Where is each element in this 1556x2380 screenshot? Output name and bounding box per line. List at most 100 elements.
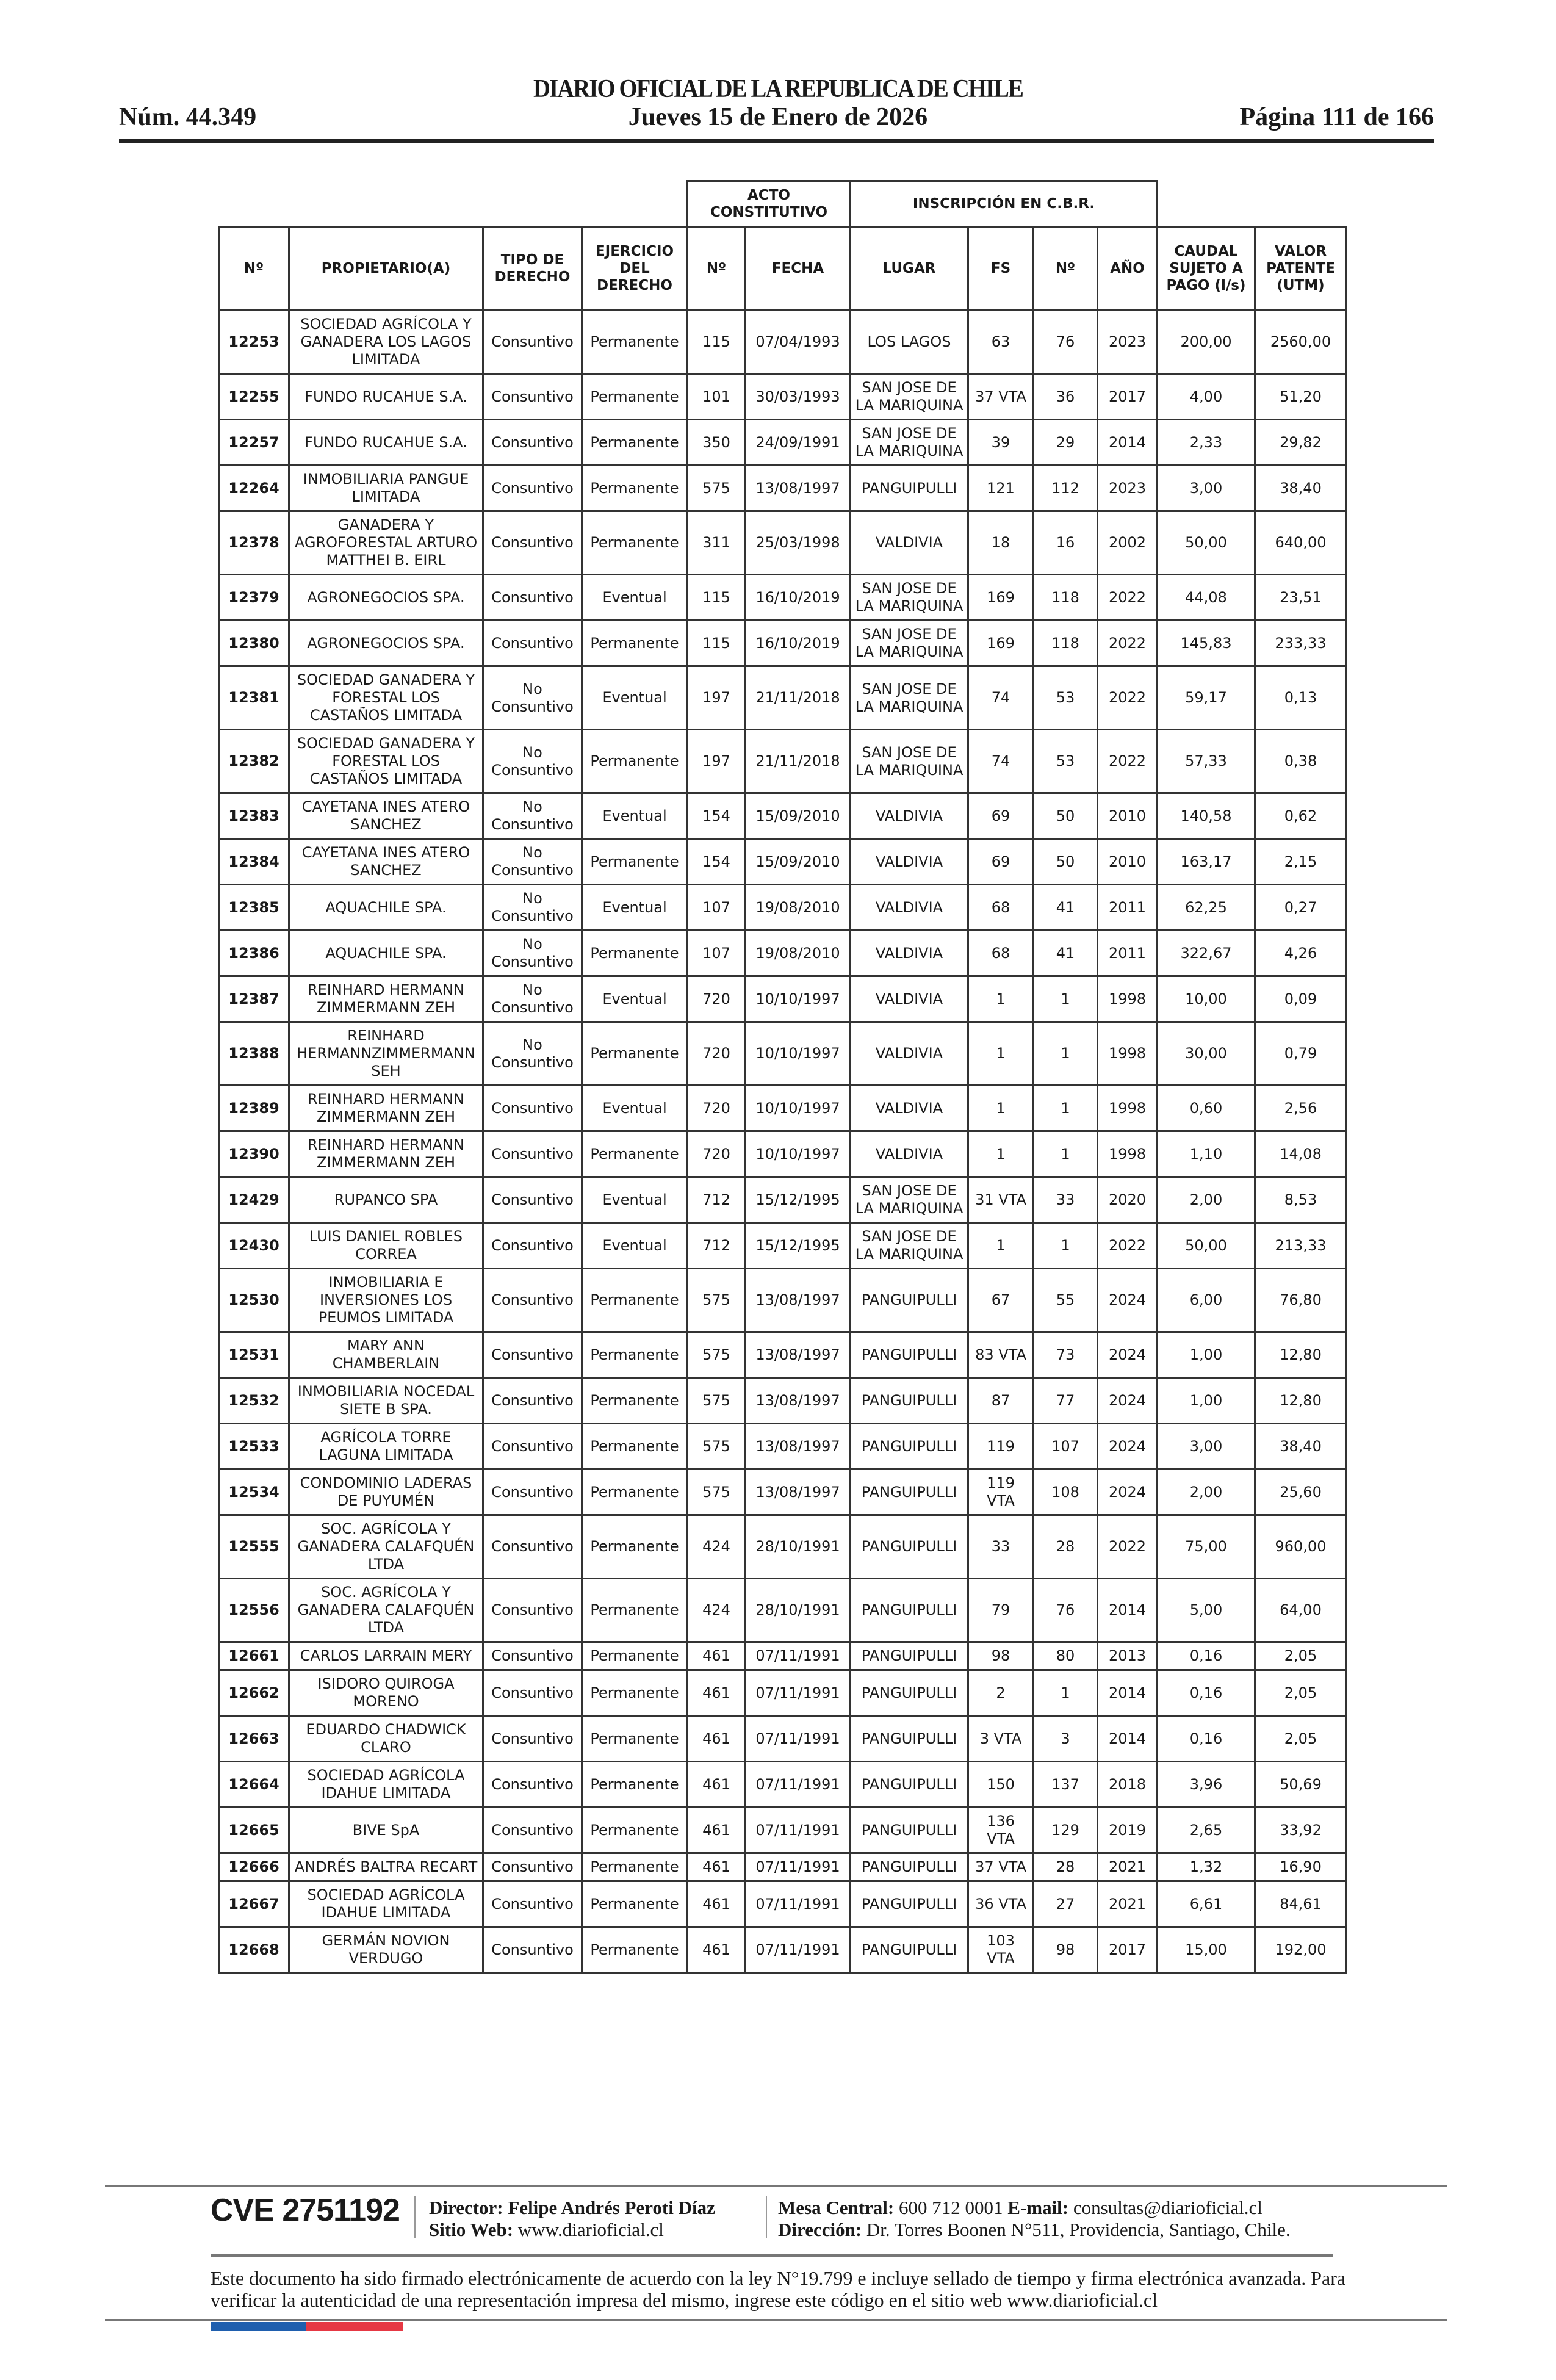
cell-ejercicio-derecho: Eventual (581, 665, 688, 730)
table-row: 12390 REINHARD HERMANN ZIMMERMANN ZEH Cons… (218, 1130, 1347, 1178)
cell-valor-patente: 84,61 (1254, 1880, 1347, 1928)
cell-numero: 12257 (218, 419, 290, 466)
cell-valor-patente: 4,26 (1254, 929, 1347, 977)
cell-numero: 12556 (218, 1578, 290, 1643)
website-link[interactable]: www.diarioficial.cl (517, 2219, 664, 2240)
cell-inscripcion-numero: 112 (1032, 464, 1098, 512)
cell-valor-patente: 213,33 (1254, 1222, 1347, 1269)
address-text: Dr. Torres Boonen N°511, Providencia, Sa… (866, 2219, 1291, 2240)
cell-valor-patente: 233,33 (1254, 619, 1347, 667)
cell-numero: 12388 (218, 1021, 290, 1086)
cell-lugar: VALDIVIA (849, 510, 969, 575)
table-row: 12257 FUNDO RUCAHUE S.A. Consuntivo Permane… (218, 419, 1347, 466)
column-header-anio: AÑO (1097, 226, 1158, 311)
cell-inscripcion-numero: 1 (1032, 1669, 1098, 1717)
cell-propietario: AGRONEGOCIOS SPA. (288, 574, 484, 621)
cell-tipo-derecho: No Consuntivo (482, 884, 583, 931)
cell-tipo-derecho: Consuntivo (482, 419, 583, 466)
cell-ejercicio-derecho: Permanente (581, 1268, 688, 1333)
cell-propietario: AGRONEGOCIOS SPA. (288, 619, 484, 667)
cell-propietario: RUPANCO SPA (288, 1176, 484, 1224)
cell-lugar: VALDIVIA (849, 1130, 969, 1178)
cell-tipo-derecho: Consuntivo (482, 1715, 583, 1762)
cell-numero: 12664 (218, 1761, 290, 1808)
cell-anio: 2024 (1097, 1268, 1158, 1333)
cell-lugar: PANGUIPULLI (849, 1578, 969, 1643)
cell-ejercicio-derecho: Permanente (581, 1880, 688, 1928)
cell-numero: 12666 (218, 1852, 290, 1882)
cell-numero: 12430 (218, 1222, 290, 1269)
table-row: 12555 SOC. AGRÍCOLA Y GANADERA CALAFQUÉN … (218, 1514, 1347, 1579)
mesa-phone: 600 712 0001 (899, 2197, 1003, 2218)
cell-lugar: PANGUIPULLI (849, 1377, 969, 1424)
cell-valor-patente: 23,51 (1254, 574, 1347, 621)
cell-lugar: VALDIVIA (849, 884, 969, 931)
cell-acto-fecha: 07/11/1991 (744, 1669, 851, 1717)
cell-caudal: 0,16 (1156, 1669, 1256, 1717)
cell-fs: 74 (967, 665, 1034, 730)
cell-tipo-derecho: Consuntivo (482, 1423, 583, 1470)
cell-lugar: VALDIVIA (849, 929, 969, 977)
cell-fs: 37 VTA (967, 1852, 1034, 1882)
cell-acto-numero: 720 (686, 1021, 746, 1086)
cell-fs: 33 (967, 1514, 1034, 1579)
cell-valor-patente: 0,62 (1254, 792, 1347, 840)
cell-valor-patente: 0,09 (1254, 975, 1347, 1023)
cell-tipo-derecho: Consuntivo (482, 1468, 583, 1516)
cell-inscripcion-numero: 53 (1032, 665, 1098, 730)
cell-numero: 12389 (218, 1084, 290, 1132)
footer-divider (211, 2254, 1333, 2257)
cell-fs: 37 VTA (967, 373, 1034, 420)
column-header-acto-numero: Nº (686, 226, 746, 311)
cell-tipo-derecho: No Consuntivo (482, 729, 583, 794)
newspaper-title: DIARIO OFICIAL DE LA REPUBLICA DE CHILE (533, 75, 1024, 103)
table-row: 12380 AGRONEGOCIOS SPA. Consuntivo Permanen… (218, 619, 1347, 667)
cell-propietario: CARLOS LARRAIN MERY (288, 1641, 484, 1671)
cell-numero: 12663 (218, 1715, 290, 1762)
cell-tipo-derecho: Consuntivo (482, 574, 583, 621)
cell-ejercicio-derecho: Permanente (581, 419, 688, 466)
cell-caudal: 1,00 (1156, 1331, 1256, 1379)
cell-anio: 2024 (1097, 1468, 1158, 1516)
cell-acto-numero: 461 (686, 1715, 746, 1762)
cell-lugar: SAN JOSE DE LA MARIQUINA (849, 619, 969, 667)
table-row: 12429 RUPANCO SPA Consuntivo Eventual 712 15/… (218, 1176, 1347, 1224)
email-link[interactable]: consultas@diarioficial.cl (1073, 2197, 1262, 2218)
cell-numero: 12531 (218, 1331, 290, 1379)
cell-lugar: VALDIVIA (849, 1084, 969, 1132)
cell-numero: 12429 (218, 1176, 290, 1224)
cell-propietario: EDUARDO CHADWICK CLARO (288, 1715, 484, 1762)
table-row: 12385 AQUACHILE SPA. No Consuntivo Eventual… (218, 884, 1347, 931)
cell-ejercicio-derecho: Permanente (581, 838, 688, 885)
cell-anio: 2010 (1097, 838, 1158, 885)
cell-valor-patente: 960,00 (1254, 1514, 1347, 1579)
cell-inscripcion-numero: 50 (1032, 838, 1098, 885)
cell-fs: 69 (967, 792, 1034, 840)
cell-caudal: 57,33 (1156, 729, 1256, 794)
cell-acto-numero: 575 (686, 1468, 746, 1516)
cell-propietario: ANDRÉS BALTRA RECART (288, 1852, 484, 1882)
column-header-acto-fecha: FECHA (744, 226, 851, 311)
cell-valor-patente: 38,40 (1254, 464, 1347, 512)
cell-anio: 2020 (1097, 1176, 1158, 1224)
cell-fs: 103 VTA (967, 1926, 1034, 1974)
cell-acto-fecha: 15/12/1995 (744, 1222, 851, 1269)
address-label: Dirección: (778, 2219, 862, 2240)
cell-propietario: REINHARD HERMANNZIMMERMANN SEH (288, 1021, 484, 1086)
divider (414, 2196, 416, 2238)
cell-propietario: GANADERA Y AGROFORESTAL ARTURO MATTHEI B… (288, 510, 484, 575)
cell-acto-numero: 311 (686, 510, 746, 575)
table-row: 12388 REINHARD HERMANNZIMMERMANN SEH No Co… (218, 1021, 1347, 1086)
director-line: Director: Felipe Andrés Peroti Díaz (429, 2197, 715, 2219)
cell-lugar: SAN JOSE DE LA MARIQUINA (849, 574, 969, 621)
cell-acto-numero: 197 (686, 729, 746, 794)
cell-ejercicio-derecho: Permanente (581, 1423, 688, 1470)
cell-numero: 12385 (218, 884, 290, 931)
cell-numero: 12264 (218, 464, 290, 512)
cell-acto-fecha: 21/11/2018 (744, 665, 851, 730)
cell-caudal: 3,00 (1156, 464, 1256, 512)
cell-ejercicio-derecho: Permanente (581, 309, 688, 375)
cell-propietario: SOCIEDAD GANADERA Y FORESTAL LOS CASTAÑO… (288, 665, 484, 730)
cell-inscripcion-numero: 108 (1032, 1468, 1098, 1516)
cell-acto-numero: 115 (686, 619, 746, 667)
